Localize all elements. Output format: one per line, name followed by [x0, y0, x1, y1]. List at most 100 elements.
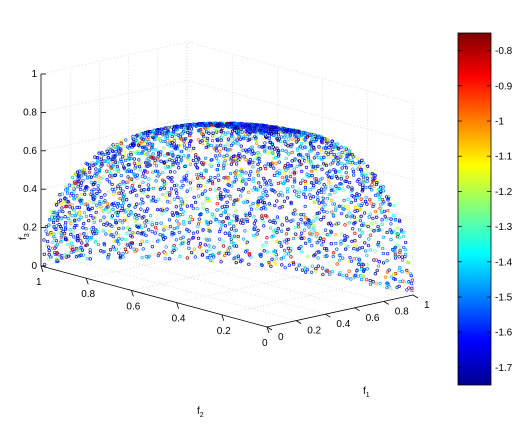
data-point: [78, 254, 82, 258]
data-point: [51, 246, 55, 250]
data-point: [154, 169, 158, 173]
data-point: [276, 148, 281, 153]
data-point: [174, 160, 179, 164]
data-point: [381, 235, 386, 239]
data-point: [135, 162, 140, 166]
data-point: [128, 241, 133, 245]
data-point: [53, 252, 57, 257]
data-point: [288, 134, 293, 138]
data-point: [288, 171, 292, 175]
data-point: [172, 127, 176, 131]
z-tick-label: 0: [31, 261, 37, 272]
data-point: [110, 214, 115, 218]
data-point: [185, 189, 189, 193]
data-point: [236, 129, 241, 133]
data-point: [159, 221, 163, 225]
data-point: [257, 156, 261, 160]
data-point: [299, 153, 303, 157]
data-point: [67, 183, 72, 187]
data-point: [94, 167, 98, 171]
data-point: [309, 162, 313, 166]
data-point: [232, 224, 236, 228]
data-point: [70, 214, 74, 218]
data-point: [201, 202, 205, 206]
data-point: [256, 168, 261, 172]
data-point: [57, 200, 61, 204]
data-point: [297, 188, 301, 192]
data-point: [302, 266, 307, 270]
data-point: [241, 237, 246, 241]
data-point: [49, 215, 54, 219]
data-point: [53, 226, 57, 230]
data-point: [290, 159, 294, 163]
data-point: [117, 237, 121, 241]
data-point: [110, 164, 114, 168]
data-point: [364, 185, 368, 190]
data-point: [310, 180, 314, 185]
data-point: [273, 228, 277, 232]
data-point: [88, 248, 92, 252]
data-point: [300, 169, 304, 174]
data-point: [265, 236, 269, 240]
data-point: [289, 145, 293, 149]
data-point: [78, 246, 82, 250]
data-point: [60, 192, 65, 196]
grid-line: [70, 259, 297, 321]
data-point: [257, 181, 261, 185]
data-point: [183, 145, 187, 149]
data-point: [289, 202, 293, 206]
data-point: [212, 143, 217, 147]
data-point: [193, 255, 197, 259]
data-point: [212, 213, 217, 217]
data-point: [247, 211, 252, 215]
grid-line: [40, 156, 188, 190]
colorbar-tick-label: -1.5: [495, 293, 513, 304]
data-point: [339, 161, 343, 165]
data-point: [145, 207, 150, 211]
grid-line: [186, 118, 414, 181]
data-point: [328, 169, 332, 173]
data-point: [334, 206, 338, 210]
data-point: [353, 205, 358, 210]
data-point: [146, 187, 150, 192]
data-point: [317, 211, 321, 215]
data-point: [259, 126, 264, 130]
data-point: [226, 141, 230, 145]
data-point: [346, 197, 350, 201]
data-point: [150, 130, 154, 134]
data-point: [242, 136, 246, 141]
data-point: [112, 162, 116, 167]
data-point: [159, 206, 164, 210]
data-point: [269, 264, 273, 268]
data-point: [307, 223, 312, 227]
data-point: [93, 155, 97, 159]
data-point: [89, 237, 93, 241]
x-tick-label: 0.4: [336, 319, 350, 330]
data-point: [101, 210, 105, 214]
data-point: [249, 204, 253, 208]
data-point: [214, 129, 218, 133]
data-point: [285, 165, 290, 169]
data-point: [319, 147, 323, 152]
data-point: [104, 205, 109, 210]
data-point: [398, 248, 402, 253]
data-point: [310, 174, 314, 178]
data-point: [363, 223, 367, 227]
data-point: [303, 179, 307, 184]
data-point: [261, 129, 265, 134]
data-point: [388, 287, 393, 291]
data-point: [327, 155, 331, 159]
data-point: [265, 215, 269, 219]
data-point: [187, 157, 191, 161]
data-point: [296, 225, 301, 229]
data-point: [176, 154, 180, 159]
data-point: [178, 143, 182, 148]
data-point: [238, 259, 243, 264]
data-point: [206, 123, 210, 128]
data-point: [179, 242, 183, 246]
data-point: [134, 193, 139, 198]
data-point: [317, 239, 321, 243]
data-point: [223, 210, 227, 214]
data-point: [308, 141, 313, 145]
data-point: [172, 129, 176, 134]
